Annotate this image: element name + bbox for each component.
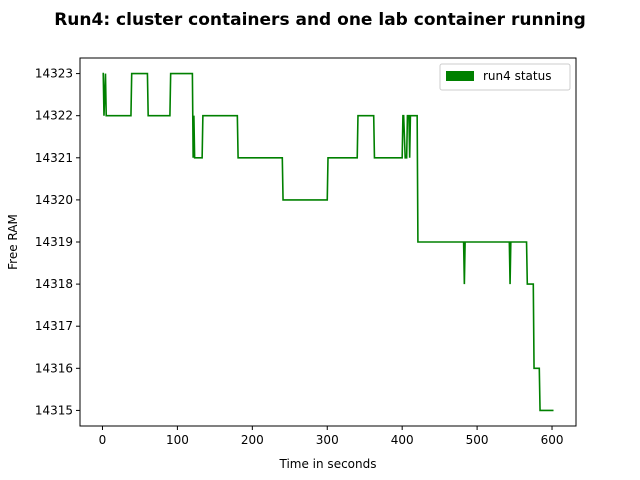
x-tick-label: 600: [541, 433, 564, 447]
x-axis-ticks: 0 100 200 300 400 500 600: [99, 426, 564, 447]
plot-frame: [79, 57, 577, 427]
y-tick-label: 14320: [35, 193, 73, 207]
y-tick-label: 14321: [35, 151, 73, 165]
x-tick-label: 400: [391, 433, 414, 447]
y-tick-label: 14317: [35, 319, 73, 333]
x-tick-label: 0: [99, 433, 107, 447]
x-tick-label: 500: [466, 433, 489, 447]
y-tick-label: 14318: [35, 277, 73, 291]
y-tick-label: 14322: [35, 109, 73, 123]
y-axis-ticks: 14315 14316 14317 14318 14319 14320 14321 14322…: [35, 67, 80, 417]
y-tick-label: 14316: [35, 361, 73, 375]
legend-label: run4 status: [483, 69, 551, 83]
y-axis-label: Free RAM: [6, 214, 20, 270]
x-tick-label: 300: [316, 433, 339, 447]
x-tick-label: 200: [241, 433, 264, 447]
series-line: [102, 72, 554, 412]
y-tick-label: 14323: [35, 67, 73, 81]
legend-swatch: [446, 71, 474, 81]
legend-box: [439, 63, 571, 91]
series-layer: [102, 72, 554, 412]
x-tick-label: 100: [166, 433, 189, 447]
legend: run4 status: [439, 63, 571, 91]
y-tick-label: 14315: [35, 403, 73, 417]
chart-title: Run4: cluster containers and one lab con…: [54, 10, 586, 30]
x-axis-label: Time in seconds: [279, 457, 377, 471]
y-tick-label: 14319: [35, 235, 73, 249]
